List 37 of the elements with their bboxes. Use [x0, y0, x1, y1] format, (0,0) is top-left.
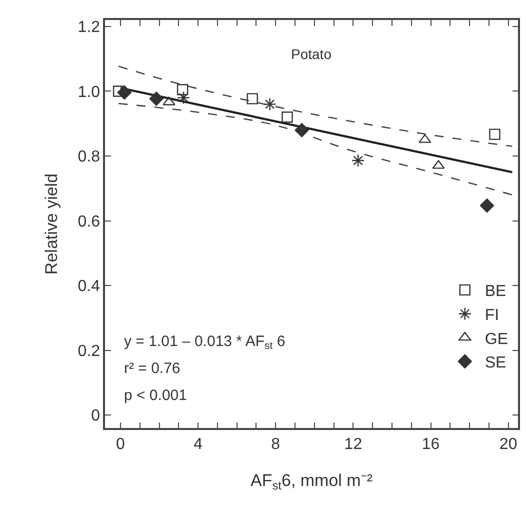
point	[149, 92, 164, 106]
point	[294, 123, 309, 138]
y-tick-label: 0.4	[78, 278, 100, 296]
x-tick-label: 20	[499, 436, 518, 453]
line-series	[118, 102, 513, 196]
point	[480, 198, 494, 213]
x-tick-label: 4	[194, 436, 203, 453]
annotation: p < 0.001	[124, 387, 187, 404]
point	[112, 86, 124, 97]
point	[246, 93, 258, 104]
point	[176, 84, 188, 96]
x-tick-label: 16	[422, 436, 440, 453]
y-tick-label: 0.6	[78, 213, 100, 230]
point	[489, 128, 500, 140]
point	[176, 91, 190, 104]
y-tick-label: 1.2	[78, 19, 100, 36]
point	[282, 112, 293, 123]
y-tick-label: 1.0	[78, 84, 100, 101]
x-tick-label: 8	[271, 436, 280, 453]
point	[263, 98, 276, 111]
legend-label: GE	[484, 330, 508, 348]
legend-label: FI	[484, 306, 500, 324]
point	[117, 85, 132, 100]
x-tick-label: 12	[344, 436, 362, 453]
legend-label: BE	[484, 283, 506, 300]
legend-label: SE	[484, 354, 506, 372]
annotation: y = 1.01 – 0.013 * AF$_{st}$ 6	[124, 333, 286, 352]
y-tick-label: 0.8	[78, 148, 100, 166]
x-axis-title: AF$_{st}$6, mmol m⁻²	[250, 470, 373, 492]
x-tick-label: 0	[116, 436, 126, 453]
y-tick-label: 0	[91, 408, 100, 425]
annotation: Potato	[291, 46, 332, 62]
line-series	[118, 66, 513, 147]
y-axis-title: Relative yield	[42, 173, 61, 275]
y-tick-label: 0.2	[78, 342, 100, 360]
point	[351, 154, 365, 168]
annotation: r² = 0.76	[124, 360, 180, 377]
